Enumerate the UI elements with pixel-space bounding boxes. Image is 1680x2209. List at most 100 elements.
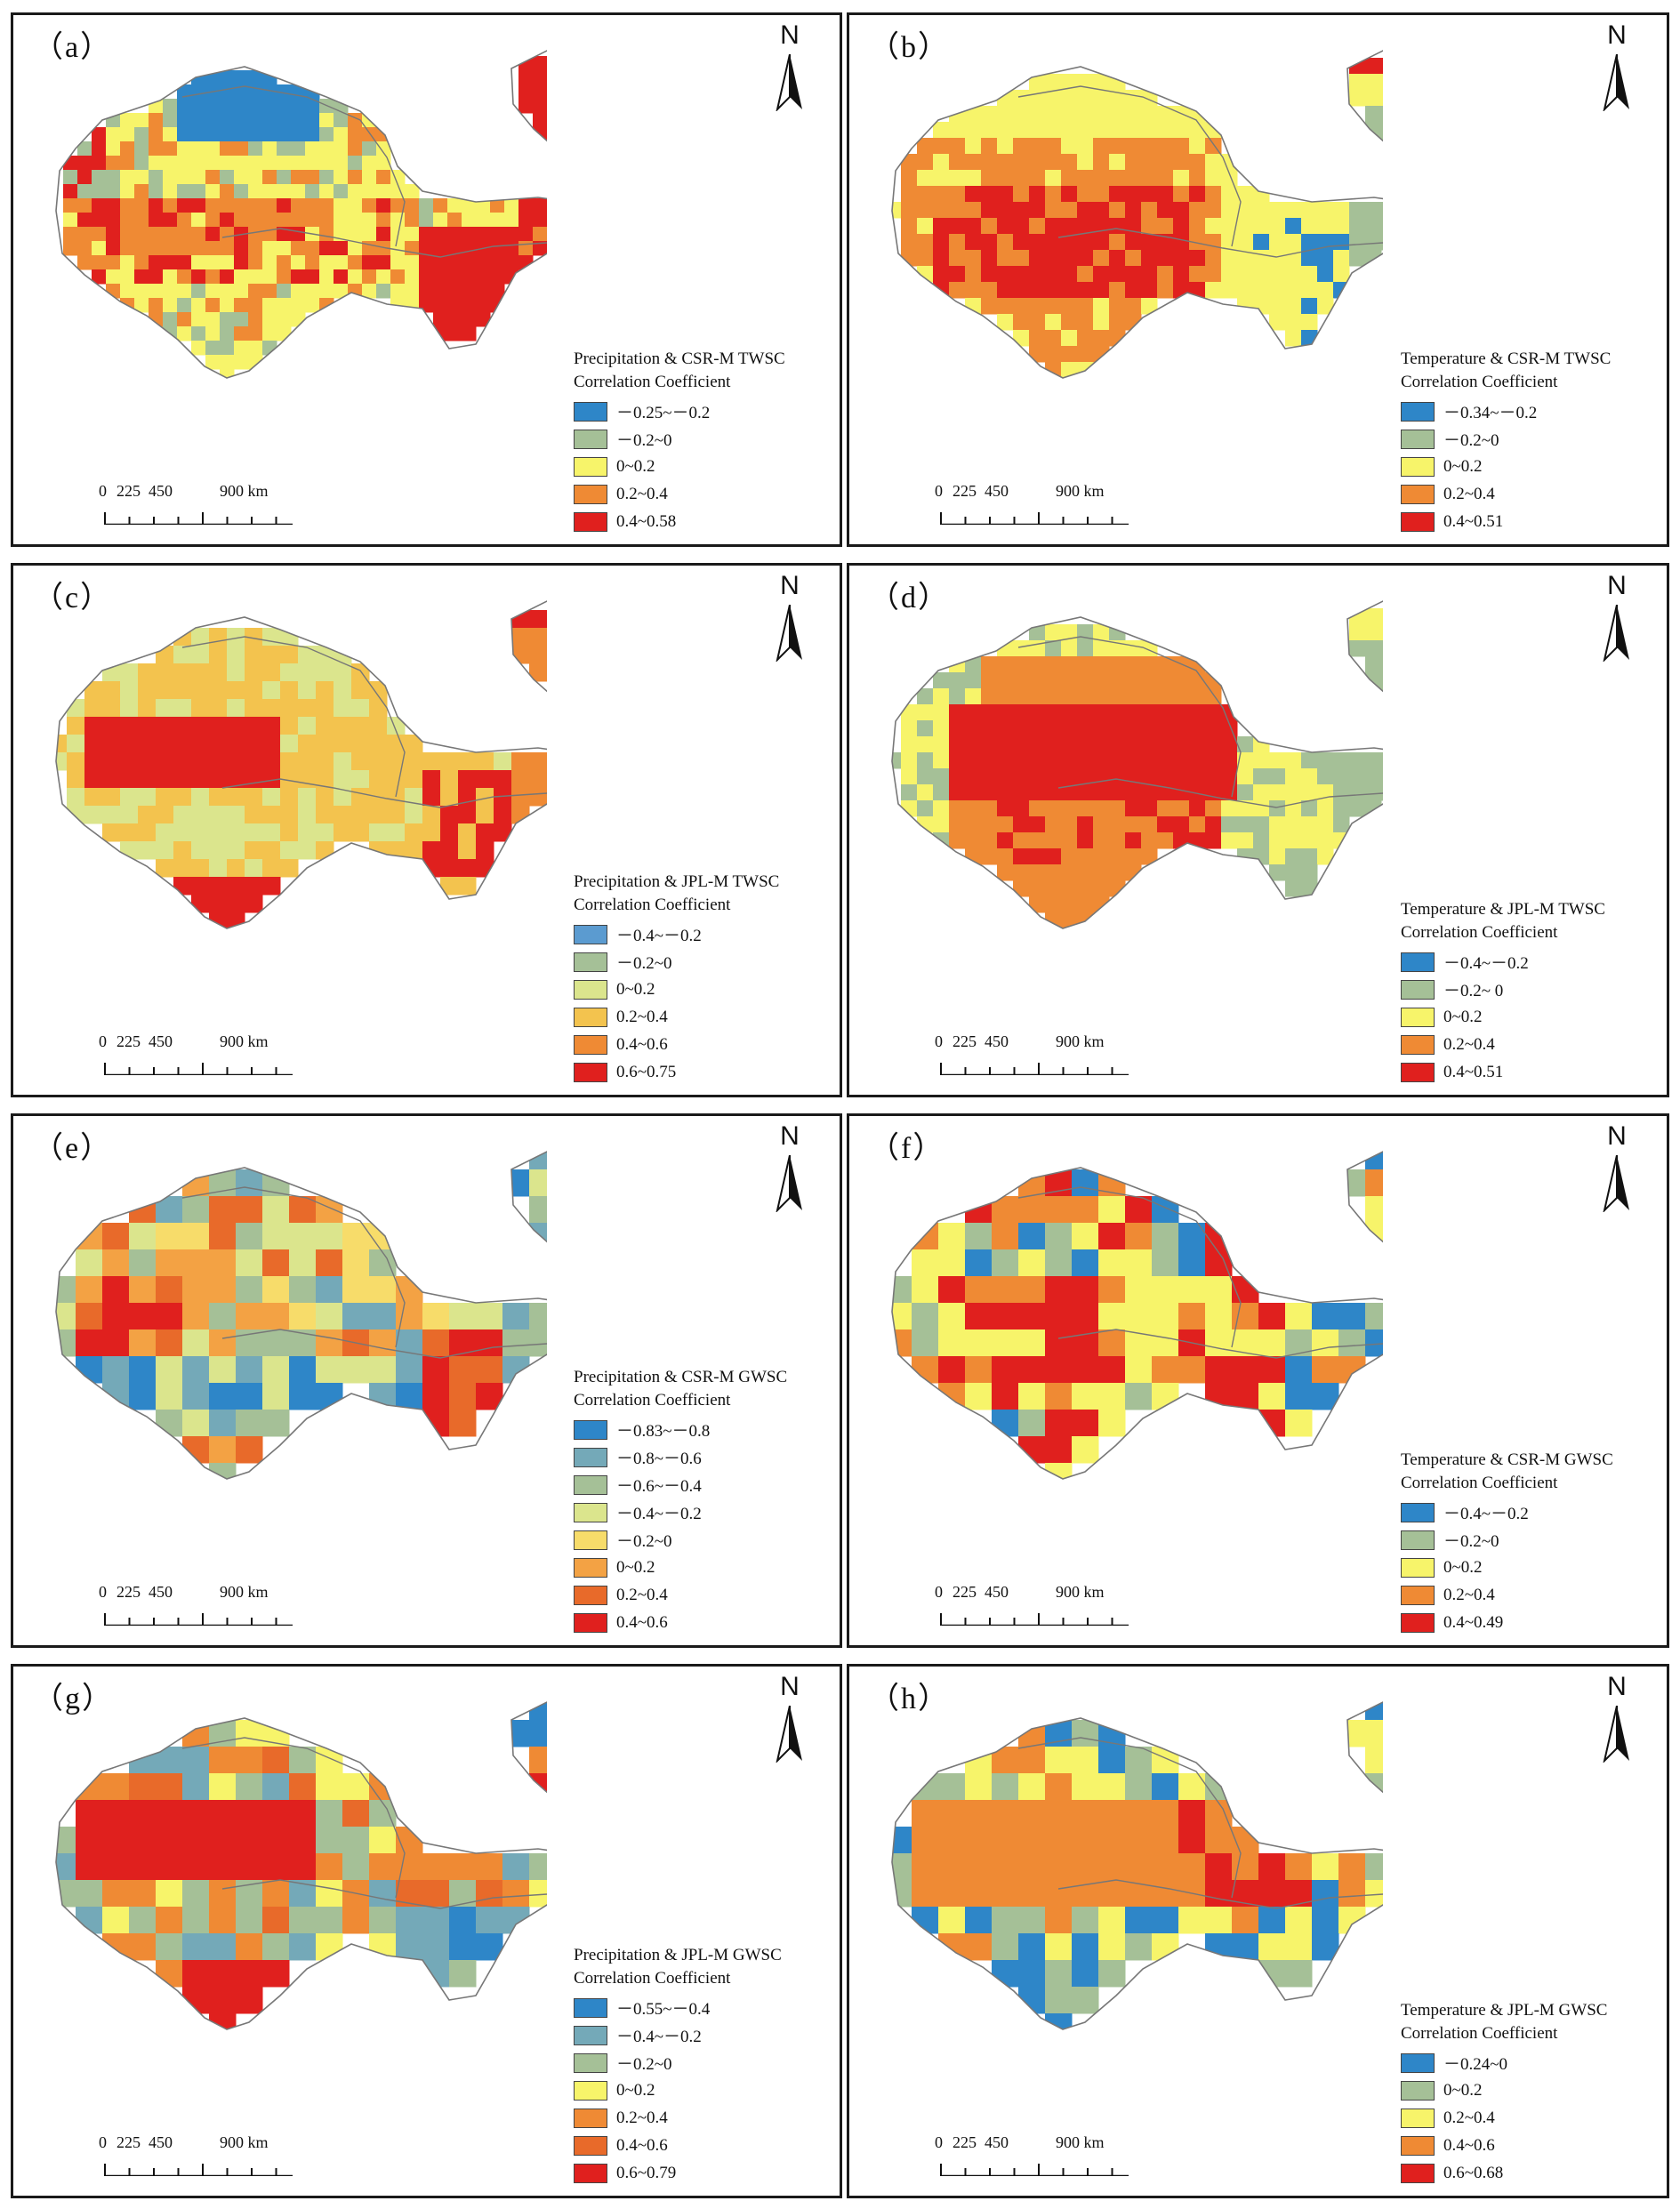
grid-cell [1205,1303,1233,1330]
grid-cell [1301,752,1318,769]
grid-cell [1365,1169,1383,1197]
grid-cell [316,752,334,771]
grid-cell [236,1303,263,1330]
scale-label: 450 [149,1032,173,1050]
grid-cell [1109,266,1126,283]
grid-cell [319,284,334,299]
grid-cell [291,284,306,299]
legend-item: －0.8~－0.6 [574,1443,827,1471]
map-panel-c: （c） N 0 225 450 900 km Precipitation & JPL-M T… [11,563,842,1097]
grid-cell [1157,250,1174,267]
grid-cell [1269,800,1286,817]
grid-cell [949,186,966,203]
legend-a: Precipitation & CSR-M TWSC Correlation Co… [574,348,827,535]
grid-cell [376,227,391,242]
grid-cell [129,1853,157,1881]
grid-cell [1013,672,1030,689]
grid-cell [892,1853,912,1881]
grid-cell [997,720,1014,737]
grid-cell [1317,266,1334,283]
grid-cell [77,141,92,157]
grid-cell [965,1383,993,1410]
grid-cell [1237,202,1254,219]
grid-cell [209,1880,237,1908]
grid-cell [120,241,135,256]
grid-cell [419,241,434,256]
grid-cell [1338,1907,1366,1934]
map-panel-a: （a） N 0 225 450 900 km Precipitation & CSR-M T… [11,12,842,547]
legend-item: －0.83~－0.8 [574,1416,827,1443]
grid-cell [1045,1223,1073,1250]
grid-cell [1013,768,1030,785]
grid-cell [245,806,263,824]
grid-cell [981,138,998,155]
legend-swatch [574,2163,607,2183]
grid-cell [209,1747,237,1774]
grid-cell [334,156,349,171]
grid-cell [129,1276,157,1304]
grid-cell [1237,768,1254,785]
grid-cell [351,717,370,735]
grid-cell [56,1827,76,1854]
grid-cell [120,717,139,735]
grid-cell [245,628,263,647]
grid-cell [220,99,235,114]
grid-cell [1109,768,1126,785]
grid-cell [163,241,178,256]
grid-cell [405,269,420,285]
grid-cell [1093,234,1110,251]
grid-cell [917,704,934,721]
grid-cell [1232,1907,1259,1934]
grid-cell [476,752,494,771]
grid-cell [1109,122,1126,139]
grid-cell [892,1303,912,1330]
grid-cell [76,1800,103,1827]
grid-cell [1205,186,1222,203]
grid-cell [447,284,462,299]
grid-cell [1189,234,1206,251]
grid-cell [1045,1933,1073,1961]
grid-cell [1349,90,1366,107]
legend-swatch [574,2025,607,2045]
grid-cell [156,823,174,842]
grid-cell [1045,1249,1073,1277]
grid-cell [1018,1223,1046,1250]
grid-cell [106,127,121,142]
grid-cell [1301,848,1318,865]
grid-cell [1061,202,1078,219]
grid-cell [997,672,1014,689]
grid-cell [348,198,363,213]
grid-cell [892,202,902,219]
grid-cell [965,1276,993,1304]
legend-range: 0~0.2 [616,979,655,999]
grid-cell [1285,218,1302,235]
grid-cell [981,282,998,299]
grid-cell [1338,1169,1366,1197]
grid-cell [422,859,441,878]
grid-cell [1125,752,1142,769]
grid-cell [342,1827,370,1854]
grid-cell [1269,298,1286,315]
grid-cell [262,699,281,718]
panel-label-e: （e） [33,1132,113,1165]
grid-cell [369,806,388,824]
grid-cell [901,202,918,219]
grid-cell [227,699,245,718]
grid-cell [191,859,210,878]
legend-range: 0.2~0.4 [1443,2108,1495,2127]
north-label: N [780,1121,800,1151]
legend-range: 0.4~0.58 [616,511,677,531]
grid-cell [182,1169,210,1197]
grid-cell [182,1410,210,1437]
grid-cell [334,717,352,735]
grid-cell [518,241,534,256]
grid-cell [1045,736,1062,753]
grid-cell [1141,784,1158,801]
grid-cell [1109,720,1126,737]
grid-cell [1125,656,1142,673]
grid-cell [262,156,277,171]
grid-cell [433,227,448,242]
grid-cell [949,800,966,817]
grid-cell [1237,752,1254,769]
grid-cell [163,184,178,199]
